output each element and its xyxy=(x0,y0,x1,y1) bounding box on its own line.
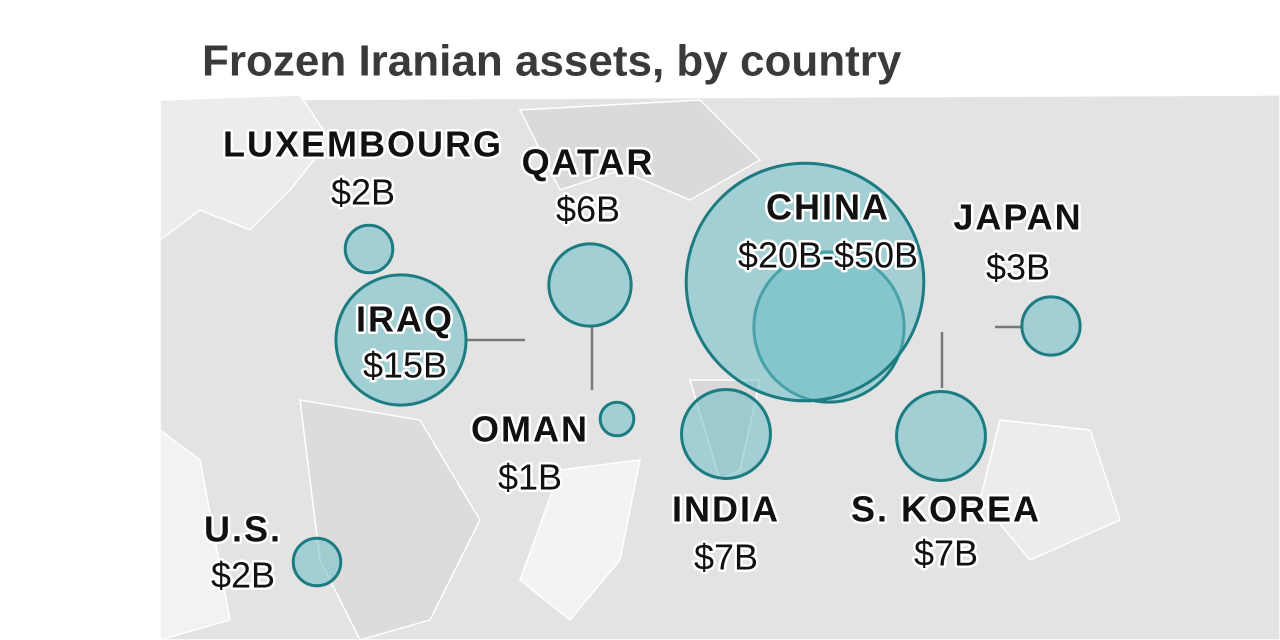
bubble xyxy=(343,223,395,275)
value-label: $2B xyxy=(211,555,275,596)
bubble xyxy=(684,161,926,403)
country-name: INDIA xyxy=(672,489,780,530)
value-label: $2B xyxy=(331,172,395,213)
bubble xyxy=(334,273,468,407)
country-name: CHINA xyxy=(766,187,890,228)
bubble xyxy=(1020,295,1082,357)
bubble xyxy=(895,390,987,482)
country-name: LUXEMBOURG xyxy=(223,124,503,165)
country-name: IRAQ xyxy=(356,299,454,340)
value-label: $7B xyxy=(694,537,758,578)
country-name: S. KOREA xyxy=(851,489,1041,530)
country-name: OMAN xyxy=(471,409,589,450)
bubble xyxy=(598,400,636,438)
bubble xyxy=(547,242,633,328)
value-label: $7B xyxy=(914,533,978,574)
country-name: U.S. xyxy=(204,509,282,550)
value-label: $6B xyxy=(556,189,620,230)
value-label: $1B xyxy=(498,457,562,498)
bubble xyxy=(680,388,772,480)
bubble xyxy=(291,536,343,588)
country-name: QATAR xyxy=(522,142,655,183)
value-label: $3B xyxy=(986,247,1050,288)
leader-lines xyxy=(466,325,1022,390)
chart-title: Frozen Iranian assets, by country xyxy=(202,37,902,86)
value-label: $15B xyxy=(363,345,447,386)
value-label: $20B-$50B xyxy=(738,235,918,276)
country-name: JAPAN xyxy=(953,197,1082,238)
